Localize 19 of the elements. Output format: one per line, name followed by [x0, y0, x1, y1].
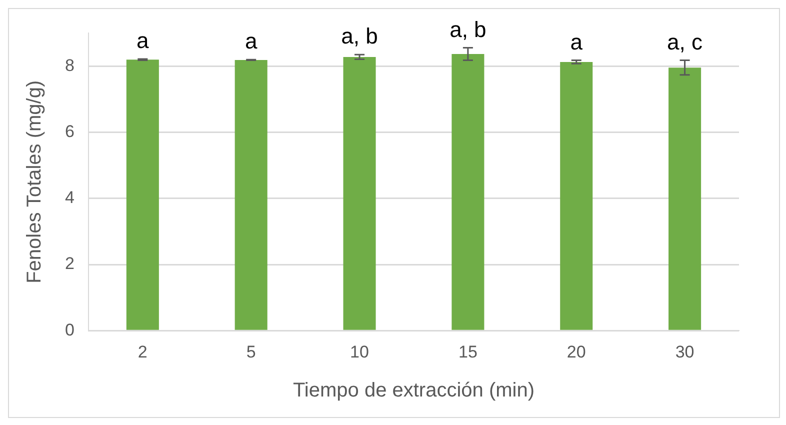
x-tick-label: 30	[675, 342, 694, 362]
x-tick-label: 10	[350, 342, 369, 362]
annotation: a	[136, 28, 150, 54]
y-tick-label: 6	[64, 122, 74, 142]
x-axis-title: Tiempo de extracción (min)	[292, 380, 535, 402]
annotation: a, b	[450, 16, 486, 42]
x-tick-label: 5	[246, 342, 256, 362]
y-tick-label: 4	[64, 188, 74, 208]
annotation: a, b	[341, 24, 378, 49]
y-tick-label: 2	[64, 254, 74, 274]
x-tick-label: 2	[138, 342, 148, 362]
annotation: a, c	[667, 29, 703, 54]
x-tick-label: 15	[458, 342, 478, 362]
annotation: a	[244, 28, 258, 54]
y-axis-title: Fenoles Totales (mg/g)	[24, 80, 46, 284]
x-tick-label: 20	[566, 342, 586, 362]
y-tick-label: 8	[64, 56, 74, 75]
annotation: a	[570, 29, 584, 54]
y-tick-label: 0	[64, 320, 74, 340]
